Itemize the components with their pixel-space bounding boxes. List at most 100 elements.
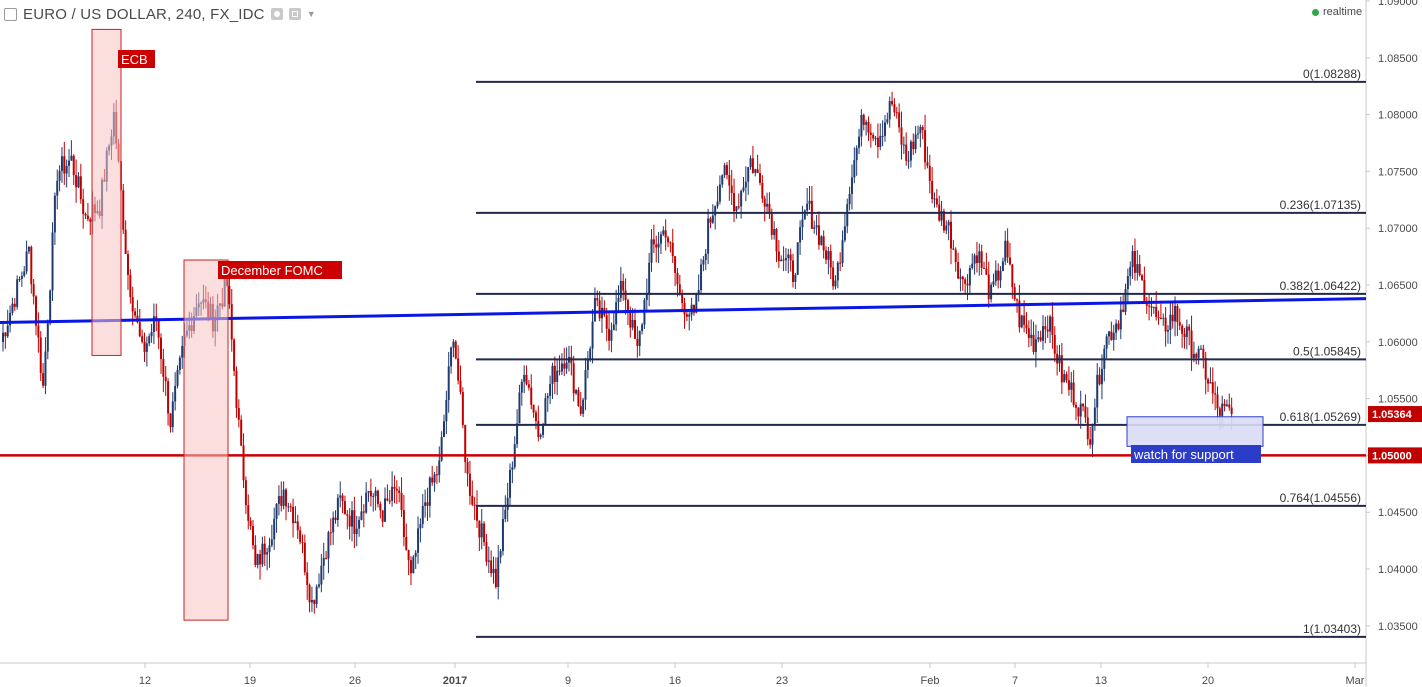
candle-body: [648, 262, 651, 295]
x-tick-label: 23: [776, 675, 788, 687]
fibonacci-retracement[interactable]: 0(1.08288) 0.236(1.07135) 0.382(1.06422) 0.…: [476, 67, 1366, 638]
candle-body: [2, 332, 4, 343]
candle-body: [148, 336, 151, 344]
candle-body: [1053, 334, 1056, 354]
candle-body: [1096, 374, 1099, 408]
candle-body: [1067, 380, 1070, 390]
candle-body: [534, 412, 537, 422]
candle-body: [575, 390, 578, 394]
candle-body: [610, 330, 613, 341]
candle-body: [1051, 316, 1054, 335]
candle-body: [827, 251, 830, 260]
fib-level-label: 0.382(1.06422): [1280, 279, 1361, 293]
candle-body: [79, 176, 82, 200]
candle-body: [560, 363, 563, 372]
candle-body: [341, 495, 344, 502]
candle-body: [832, 267, 835, 287]
candle-body: [914, 134, 917, 150]
candle-body: [612, 324, 615, 331]
candle-body: [1098, 374, 1101, 385]
candle-body: [346, 514, 349, 516]
candle-body: [860, 114, 863, 137]
candle-body: [176, 369, 179, 386]
candle-body: [629, 312, 632, 328]
candle-body: [825, 250, 828, 260]
candle-body: [1032, 334, 1035, 353]
candle-body: [30, 246, 33, 285]
candle-body: [1077, 407, 1080, 417]
support-price-badge: 1.05000: [1372, 450, 1412, 462]
candle-body: [1178, 322, 1181, 326]
candle-body: [18, 278, 21, 280]
candle-body: [952, 248, 955, 250]
candle-body: [407, 550, 410, 561]
candle-body: [865, 122, 868, 125]
symbol-title[interactable]: EURO / US DOLLAR, 240, FX_IDC: [23, 5, 265, 23]
candle-body: [336, 497, 339, 521]
candle-body: [586, 359, 589, 371]
candle-body: [259, 554, 262, 565]
candle-body: [480, 523, 483, 538]
candle-body: [983, 267, 986, 269]
candle-body: [438, 460, 441, 476]
chevron-down-icon[interactable]: ▼: [306, 9, 316, 19]
candle-body: [978, 251, 981, 263]
candle-body: [419, 523, 422, 529]
current-price-badge-bg: [1368, 406, 1422, 423]
candle-body: [1141, 275, 1144, 280]
candle-body: [506, 497, 509, 510]
candle-body: [933, 198, 936, 200]
settings-icon[interactable]: [288, 8, 301, 20]
candle-body: [931, 180, 934, 200]
candle-body: [273, 518, 276, 540]
candle-body: [898, 112, 901, 128]
fib-level-label: 0.5(1.05845): [1293, 344, 1361, 358]
candle-body: [645, 294, 648, 300]
candle-body: [695, 293, 698, 313]
candle-body: [445, 399, 448, 422]
candle-body: [761, 182, 764, 199]
fib-level-label: 1(1.03403): [1303, 622, 1361, 636]
candle-body: [277, 496, 280, 504]
candle-body: [32, 284, 35, 297]
candle-body: [82, 199, 85, 215]
candle-body: [770, 214, 773, 235]
candle-body: [718, 184, 721, 202]
candle-body: [181, 346, 184, 358]
candle-body: [1214, 393, 1217, 395]
candle-body: [596, 298, 599, 301]
candle-body: [853, 160, 856, 178]
candle-body: [921, 126, 924, 131]
candle-body: [1199, 348, 1202, 350]
candle-body: [1131, 251, 1134, 267]
current-price-badge: 1.05364: [1372, 409, 1413, 421]
candle-body: [362, 511, 365, 513]
candle-body: [716, 201, 719, 207]
candle-body: [1152, 306, 1155, 308]
candle-body: [714, 206, 717, 216]
collapse-checkbox[interactable]: [4, 7, 17, 21]
candle-body: [1004, 240, 1007, 262]
candle-body: [735, 206, 738, 211]
candle-body: [883, 122, 886, 136]
candle-body: [282, 489, 285, 506]
eye-icon[interactable]: [270, 8, 283, 20]
candle-body: [51, 232, 54, 291]
candle-body: [56, 180, 59, 196]
candle-body: [954, 249, 957, 263]
candle-body: [780, 259, 783, 262]
candle-body: [1162, 317, 1165, 319]
candle-body: [742, 187, 745, 191]
candle-body: [907, 160, 910, 162]
candle-body: [1211, 382, 1214, 394]
candle-body: [796, 242, 799, 275]
candle-body: [756, 169, 759, 174]
candle-body: [235, 370, 238, 408]
candle-body: [1105, 336, 1108, 349]
candle-body: [879, 135, 882, 147]
candle-body: [476, 505, 479, 521]
candle-body: [843, 226, 846, 241]
candle-body: [13, 303, 16, 307]
candle-body: [733, 193, 736, 211]
